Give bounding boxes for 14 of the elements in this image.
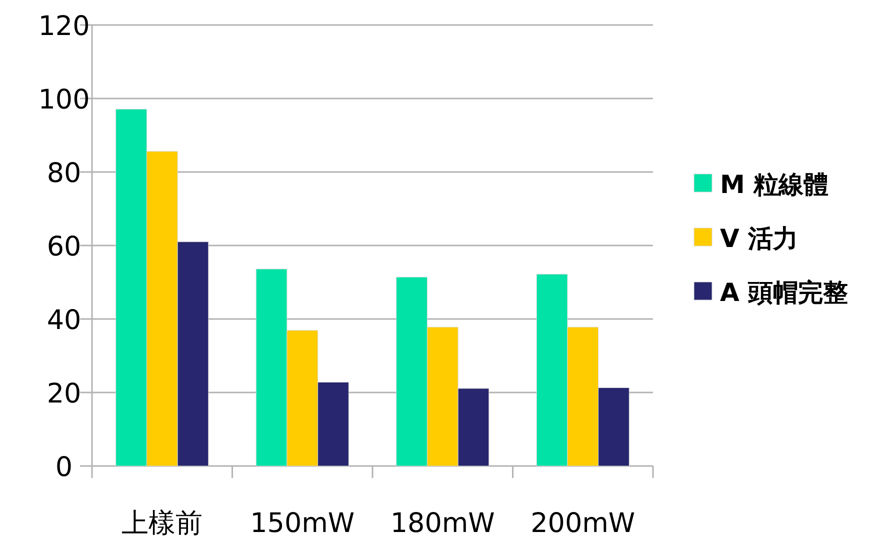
y-tick-label: 120 xyxy=(38,11,90,42)
x-tick-label: 上樣前 xyxy=(122,508,203,538)
legend-label: V 活力 xyxy=(720,224,798,253)
y-tick-label: 40 xyxy=(46,305,82,336)
legend-label: A 頭帽完整 xyxy=(720,278,848,307)
y-tick-label: 100 xyxy=(38,84,90,116)
y-tick-label: 80 xyxy=(46,158,82,189)
legend-label: M 粒線體 xyxy=(720,170,829,199)
y-tick-label: 20 xyxy=(46,378,82,410)
x-tick-label: 180mW xyxy=(390,508,495,538)
y-tick-label: 60 xyxy=(46,232,82,262)
x-tick-label: 200mW xyxy=(530,508,636,538)
y-tick-label: 0 xyxy=(55,452,73,483)
x-tick-label: 150mW xyxy=(250,508,355,538)
